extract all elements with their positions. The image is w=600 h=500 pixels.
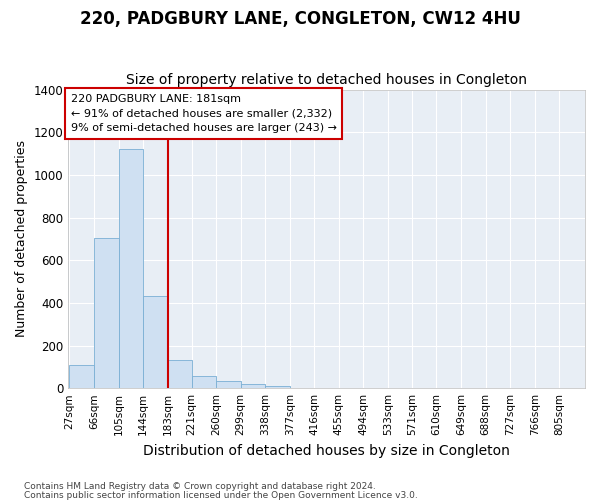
Text: Contains public sector information licensed under the Open Government Licence v3: Contains public sector information licen… xyxy=(24,490,418,500)
Text: 220 PADGBURY LANE: 181sqm
← 91% of detached houses are smaller (2,332)
9% of sem: 220 PADGBURY LANE: 181sqm ← 91% of detac… xyxy=(71,94,337,134)
Bar xyxy=(70,364,94,388)
Bar xyxy=(143,296,167,388)
X-axis label: Distribution of detached houses by size in Congleton: Distribution of detached houses by size … xyxy=(143,444,510,458)
Bar xyxy=(94,238,119,388)
Text: Contains HM Land Registry data © Crown copyright and database right 2024.: Contains HM Land Registry data © Crown c… xyxy=(24,482,376,491)
Y-axis label: Number of detached properties: Number of detached properties xyxy=(15,140,28,338)
Bar xyxy=(119,150,143,388)
Bar xyxy=(216,380,241,388)
Title: Size of property relative to detached houses in Congleton: Size of property relative to detached ho… xyxy=(126,73,527,87)
Bar xyxy=(265,386,290,388)
Bar xyxy=(241,384,265,388)
Bar xyxy=(191,376,216,388)
Text: 220, PADGBURY LANE, CONGLETON, CW12 4HU: 220, PADGBURY LANE, CONGLETON, CW12 4HU xyxy=(80,10,520,28)
Bar xyxy=(167,360,192,388)
